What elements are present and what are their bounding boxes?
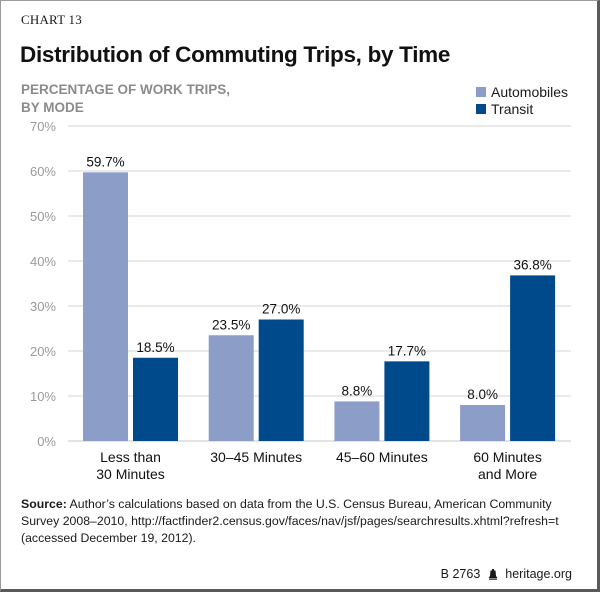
y-tick-label: 10% <box>30 389 56 404</box>
bar-transit <box>510 275 556 441</box>
bar-automobiles <box>208 335 254 441</box>
bar-transit <box>133 357 178 441</box>
data-label: 8.0% <box>467 387 498 402</box>
legend-item-automobiles: Automobiles <box>476 83 568 100</box>
data-label: 23.5% <box>212 317 250 332</box>
legend-label-transit: Transit <box>491 100 534 117</box>
x-tick-label-line: 30 Minutes <box>96 466 164 482</box>
x-tick-label: Less than 30 Minutes <box>96 449 164 482</box>
y-tick-label: 70% <box>30 119 56 134</box>
source-label: Source: <box>21 497 67 511</box>
x-tick-label: 60 Minutes and More <box>473 449 541 482</box>
y-axis-label: PERCENTAGE OF WORK TRIPS, BY MODE <box>21 82 231 115</box>
x-tick-label-line: 60 Minutes <box>473 449 541 465</box>
liberty-bell-icon <box>488 568 498 580</box>
legend-label-automobiles: Automobiles <box>491 83 569 100</box>
bar-automobiles <box>334 401 380 441</box>
data-label: 59.7% <box>86 154 124 169</box>
source-text: Author’s calculations based on data from… <box>21 497 559 545</box>
y-tick-label: 50% <box>30 209 56 224</box>
legend: Automobiles Transit <box>476 83 568 117</box>
legend-swatch-transit <box>476 103 486 114</box>
x-tick-label-line: Less than <box>100 449 161 465</box>
bar-automobiles <box>83 172 128 441</box>
x-tick-label-line: 30–45 Minutes <box>210 449 302 465</box>
x-tick-label: 30–45 Minutes <box>210 449 302 465</box>
data-label: 17.7% <box>388 343 426 358</box>
report-code: B 2763 <box>440 567 481 581</box>
data-label: 36.8% <box>513 257 551 272</box>
site-link[interactable]: heritage.org <box>505 567 572 581</box>
chart-number: CHART 13 <box>21 12 82 27</box>
y-tick-label: 40% <box>30 254 56 269</box>
bar-transit <box>384 361 430 441</box>
chart-title: Distribution of Commuting Trips, by Time <box>20 42 451 67</box>
legend-swatch-automobiles <box>476 86 486 97</box>
legend-item-transit: Transit <box>476 100 568 117</box>
bar-automobiles <box>460 405 506 441</box>
data-label: 8.8% <box>342 383 373 398</box>
y-tick-label: 0% <box>37 434 56 449</box>
data-label: 27.0% <box>262 302 300 317</box>
y-tick-label: 30% <box>30 299 56 314</box>
data-label: 18.5% <box>136 340 174 355</box>
x-tick-label-line: and More <box>478 466 537 482</box>
x-tick-label: 45–60 Minutes <box>336 449 428 465</box>
x-tick-label-line: 45–60 Minutes <box>336 449 428 465</box>
source-note: Source: Author’s calculations based on d… <box>21 496 586 547</box>
footer: B 2763 heritage.org <box>441 567 572 581</box>
bar-transit <box>258 319 304 441</box>
y-tick-label: 60% <box>30 164 56 179</box>
y-tick-label: 20% <box>30 344 56 359</box>
